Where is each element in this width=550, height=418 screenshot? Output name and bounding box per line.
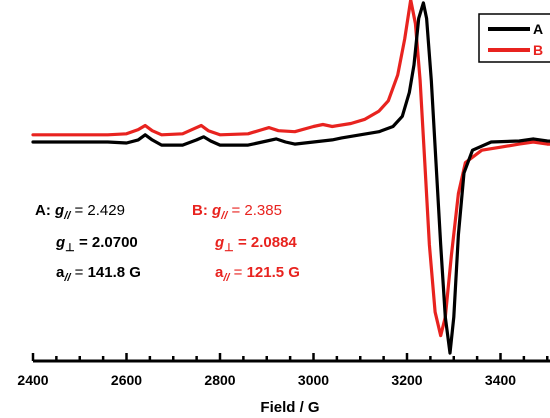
x-tick-label: 3400 (485, 372, 516, 388)
legend: AB (478, 13, 550, 63)
spectrum-curves (31, 0, 550, 355)
x-tick-label: 3200 (391, 372, 422, 388)
legend-label-a: A (533, 21, 543, 37)
annotation-b-g-parallel: B: g// = 2.385 (192, 202, 282, 222)
x-tick-label: 2800 (204, 372, 235, 388)
annotation-a-g-parallel: A: g// = 2.429 (35, 202, 125, 222)
x-tick-label: 2600 (111, 372, 142, 388)
x-tick-label: 2400 (17, 372, 48, 388)
series-line-b (31, 0, 550, 338)
series-line-a (31, 1, 550, 355)
x-axis-title: Field / G (260, 399, 319, 416)
x-axis: 2400260028003000320034003600Field / G (17, 353, 550, 416)
x-tick-label: 3000 (298, 372, 329, 388)
annotation-a-hyperfine: a// = 141.8 G (56, 264, 141, 284)
legend-label-b: B (533, 42, 543, 58)
annotation-b-g-perpendicular: g⊥ = 2.0884 (215, 234, 297, 254)
annotation-a-g-perpendicular: g⊥ = 2.0700 (56, 234, 138, 254)
legend-box (478, 13, 550, 63)
annotation-b-hyperfine: a// = 121.5 G (215, 264, 300, 284)
